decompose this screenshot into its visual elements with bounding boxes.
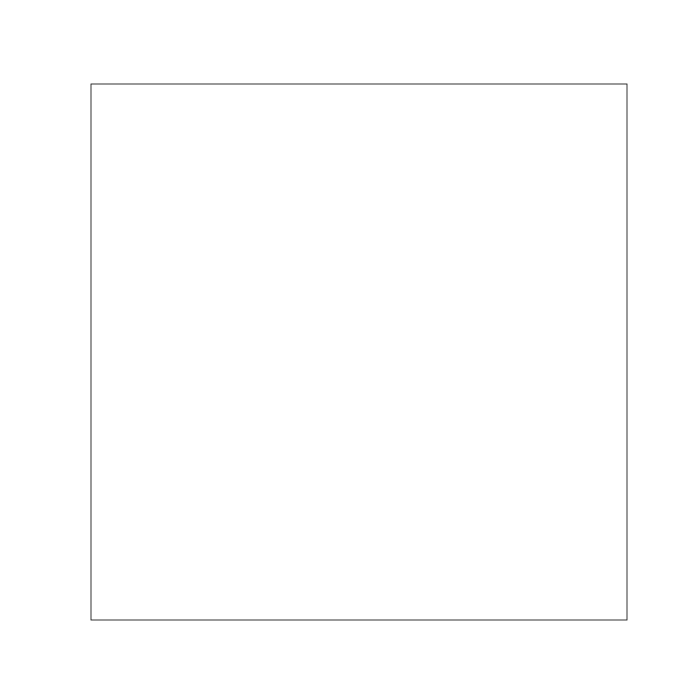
plot-frame (90, 83, 628, 621)
plot-area (90, 83, 628, 621)
